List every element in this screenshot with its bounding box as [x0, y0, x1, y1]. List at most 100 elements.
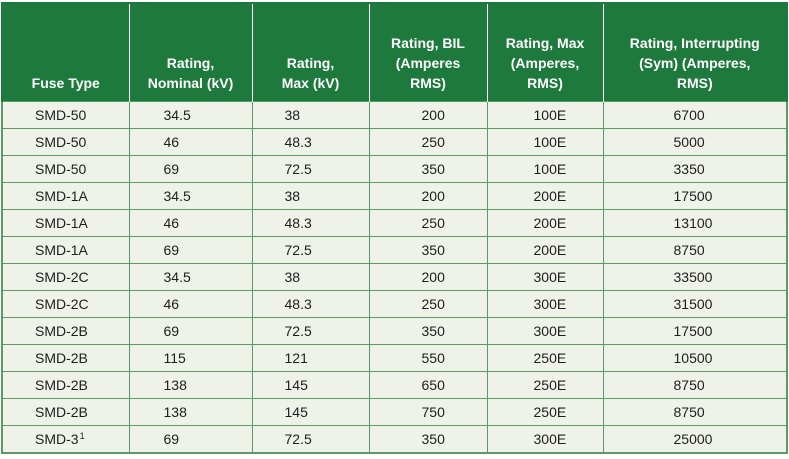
cell-rating-max-kv: 72.5	[251, 425, 370, 454]
header-rating-bil: Rating, BIL (Amperes RMS)	[369, 2, 488, 102]
cell-rating-max-amperes: 250E	[486, 398, 604, 426]
cell-fuse-type: SMD-2B	[1, 317, 130, 345]
cell-rating-max-kv: 121	[251, 344, 370, 372]
cell-rating-bil: 200	[368, 182, 488, 210]
cell-fuse-type: SMD-2B	[1, 344, 130, 372]
cell-rating-max-amperes: 200E	[486, 182, 604, 210]
cell-fuse-type: SMD-1A	[1, 182, 130, 210]
footnote-marker: 1	[79, 431, 85, 441]
cell-fuse-type: SMD-1A	[1, 209, 130, 237]
table-row: SMD-2B 115 121 550 250E 10500	[1, 344, 788, 372]
header-row: Fuse Type Rating, Nominal (kV) Rating, M…	[1, 2, 788, 102]
fuse-type-text: SMD-2C	[35, 269, 89, 285]
cell-rating-max-kv: 38	[251, 101, 370, 129]
header-rating-max-kv: Rating, Max (kV)	[252, 2, 370, 102]
header-fuse-type: Fuse Type	[1, 2, 130, 102]
table-header: Fuse Type Rating, Nominal (kV) Rating, M…	[1, 2, 788, 102]
cell-rating-max-kv: 38	[251, 263, 370, 291]
cell-rating-nominal: 34.5	[128, 101, 253, 129]
fuse-type-text: SMD-50	[35, 107, 87, 123]
cell-rating-interrupting: 33500	[602, 263, 788, 291]
cell-rating-nominal: 69	[128, 236, 253, 264]
cell-rating-interrupting: 10500	[602, 344, 788, 372]
cell-fuse-type: SMD-31	[1, 425, 130, 454]
cell-rating-nominal: 138	[128, 398, 253, 426]
cell-rating-max-amperes: 100E	[486, 155, 604, 183]
header-rating-interrupting: Rating, Interrupting (Sym) (Amperes, RMS…	[603, 2, 788, 102]
fuse-type-text: SMD-3	[35, 431, 79, 447]
table-row: SMD-50 46 48.3 250 100E 5000	[1, 128, 788, 156]
fuse-type-text: SMD-1A	[35, 215, 88, 231]
cell-rating-max-amperes: 200E	[486, 209, 604, 237]
cell-rating-max-amperes: 250E	[486, 344, 604, 372]
table-row: SMD-1A 46 48.3 250 200E 13100	[1, 209, 788, 237]
cell-rating-max-kv: 72.5	[251, 236, 370, 264]
cell-rating-max-amperes: 300E	[486, 263, 604, 291]
cell-fuse-type: SMD-2B	[1, 398, 130, 426]
table-row: SMD-1A 34.5 38 200 200E 17500	[1, 182, 788, 210]
fuse-type-text: SMD-1A	[35, 242, 88, 258]
table-row: SMD-2B 138 145 750 250E 8750	[1, 398, 788, 426]
cell-rating-interrupting: 17500	[602, 317, 788, 345]
table-row: SMD-2B 138 145 650 250E 8750	[1, 371, 788, 399]
cell-rating-interrupting: 8750	[602, 236, 788, 264]
table-row: SMD-50 69 72.5 350 100E 3350	[1, 155, 788, 183]
cell-rating-interrupting: 17500	[602, 182, 788, 210]
cell-rating-interrupting: 8750	[602, 398, 788, 426]
fuse-type-text: SMD-50	[35, 134, 87, 150]
cell-fuse-type: SMD-50	[1, 128, 130, 156]
cell-rating-bil: 350	[368, 425, 488, 454]
cell-rating-max-kv: 48.3	[251, 128, 370, 156]
cell-rating-max-kv: 72.5	[251, 317, 370, 345]
cell-rating-interrupting: 13100	[602, 209, 788, 237]
cell-rating-bil: 350	[368, 155, 488, 183]
cell-rating-bil: 200	[368, 263, 488, 291]
cell-rating-bil: 550	[368, 344, 488, 372]
cell-fuse-type: SMD-50	[1, 155, 130, 183]
cell-fuse-type: SMD-2C	[1, 290, 130, 318]
cell-rating-max-kv: 48.3	[251, 290, 370, 318]
cell-rating-bil: 250	[368, 290, 488, 318]
table-row: SMD-2B 69 72.5 350 300E 17500	[1, 317, 788, 345]
cell-fuse-type: SMD-1A	[1, 236, 130, 264]
cell-rating-max-amperes: 100E	[486, 128, 604, 156]
cell-rating-max-amperes: 300E	[486, 425, 604, 454]
cell-rating-max-amperes: 100E	[486, 101, 604, 129]
cell-rating-nominal: 69	[128, 155, 253, 183]
cell-rating-max-amperes: 300E	[486, 290, 604, 318]
cell-rating-bil: 650	[368, 371, 488, 399]
cell-rating-interrupting: 6700	[602, 101, 788, 129]
cell-rating-max-kv: 72.5	[251, 155, 370, 183]
table-row: SMD-2C 34.5 38 200 300E 33500	[1, 263, 788, 291]
fuse-type-text: SMD-1A	[35, 188, 88, 204]
cell-rating-nominal: 69	[128, 425, 253, 454]
cell-rating-nominal: 34.5	[128, 263, 253, 291]
table-row: SMD-1A 69 72.5 350 200E 8750	[1, 236, 788, 264]
cell-fuse-type: SMD-2C	[1, 263, 130, 291]
table-body: SMD-50 34.5 38 200 100E 6700 SMD-50 46 4…	[1, 101, 788, 454]
cell-rating-interrupting: 25000	[602, 425, 788, 454]
fuse-type-text: SMD-2C	[35, 296, 89, 312]
cell-rating-interrupting: 5000	[602, 128, 788, 156]
cell-rating-max-kv: 145	[251, 398, 370, 426]
fuse-type-text: SMD-2B	[35, 350, 88, 366]
cell-rating-nominal: 46	[128, 128, 253, 156]
fuse-type-text: SMD-2B	[35, 404, 88, 420]
cell-rating-bil: 200	[368, 101, 488, 129]
header-rating-nominal: Rating, Nominal (kV)	[129, 2, 253, 102]
cell-rating-nominal: 34.5	[128, 182, 253, 210]
cell-rating-nominal: 46	[128, 290, 253, 318]
fuse-type-text: SMD-50	[35, 161, 87, 177]
cell-rating-nominal: 138	[128, 371, 253, 399]
header-rating-max-amperes: Rating, Max (Amperes, RMS)	[487, 2, 604, 102]
cell-rating-nominal: 115	[128, 344, 253, 372]
table-row: SMD-50 34.5 38 200 100E 6700	[1, 101, 788, 129]
cell-rating-bil: 350	[368, 317, 488, 345]
cell-rating-bil: 750	[368, 398, 488, 426]
table-row: SMD-2C 46 48.3 250 300E 31500	[1, 290, 788, 318]
fuse-type-text: SMD-2B	[35, 377, 88, 393]
cell-rating-interrupting: 8750	[602, 371, 788, 399]
cell-fuse-type: SMD-2B	[1, 371, 130, 399]
